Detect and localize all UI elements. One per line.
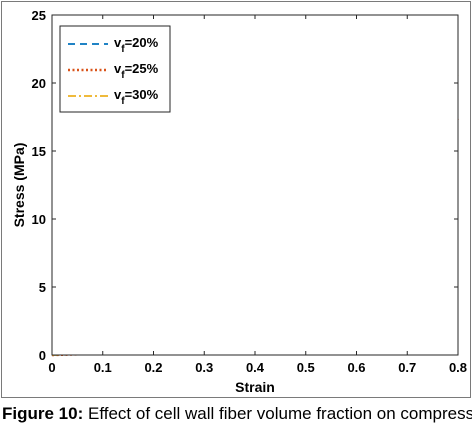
caption-text: Effect of cell wall fiber volume fractio… [87,404,472,423]
y-axis-title: Stress (MPa) [11,143,27,228]
x-tick-label: 0.3 [195,360,213,375]
legend: vf=20% vf=25% vf=30% [59,25,171,113]
legend-label-3: vf=30% [114,87,159,107]
y-tick-label: 25 [32,8,46,23]
y-tick-label: 20 [32,76,46,91]
x-tick-label: 0 [48,360,55,375]
ticks-layer: 0 0.1 0.2 0.3 0.4 0.5 0.6 0.7 0.8 0 5 10 15 20 25 [32,8,468,375]
legend-label-1: vf=20% [114,35,159,55]
caption-label: Figure 10: [2,404,84,423]
y-tick-label: 15 [32,144,46,159]
y-tick-label: 0 [39,348,46,363]
x-tick-label: 0.1 [94,360,112,375]
x-tick-label: 0.6 [347,360,365,375]
x-tick-label: 0.8 [449,360,467,375]
y-tick-label: 10 [32,212,46,227]
figure-caption: Figure 10: Effect of cell wall fiber vol… [2,404,472,431]
legend-label-2: vf=25% [114,61,159,81]
stress-strain-chart: 0 0.1 0.2 0.3 0.4 0.5 0.6 0.7 0.8 0 5 10 15 20 25 Stra… [11,8,468,395]
x-tick-label: 0.5 [297,360,315,375]
x-tick-label: 0.2 [144,360,162,375]
figure-frame: 0 0.1 0.2 0.3 0.4 0.5 0.6 0.7 0.8 0 5 10 15 20 25 Stra… [1,1,471,398]
x-axis-title: Strain [235,379,275,395]
x-tick-label: 0.4 [246,360,265,375]
y-tick-label: 5 [39,280,46,295]
x-tick-label: 0.7 [398,360,416,375]
